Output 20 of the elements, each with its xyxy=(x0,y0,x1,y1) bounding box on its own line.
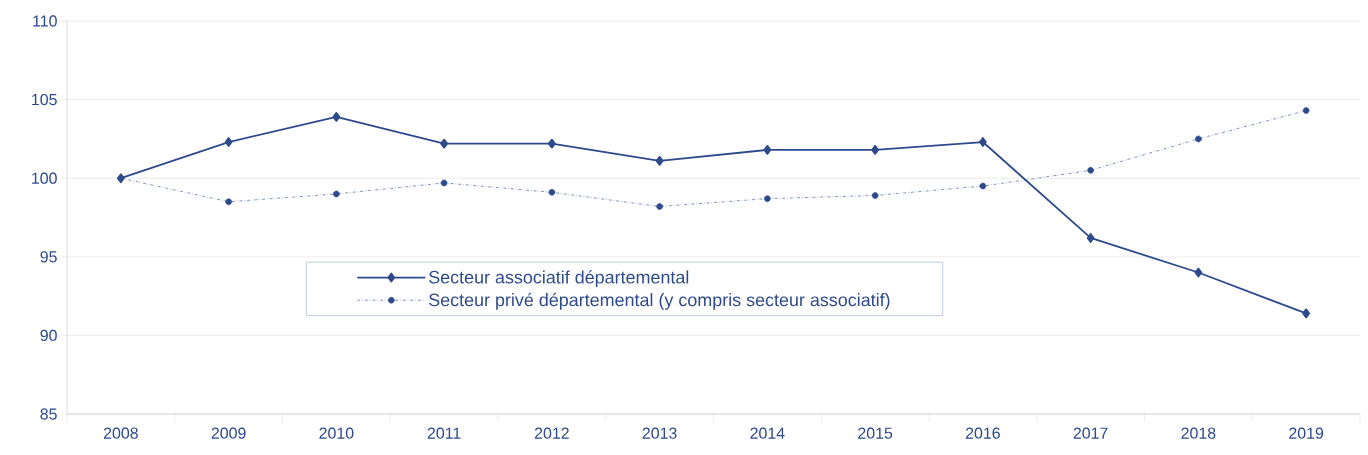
legend-label: Secteur privé départemental (y compris secteur associatif) xyxy=(429,292,890,310)
x-tick-label: 2012 xyxy=(534,427,569,439)
y-tick-label: 105 xyxy=(32,93,57,106)
x-tick-label: 2016 xyxy=(965,427,1000,439)
x-tick-label: 2018 xyxy=(1181,427,1216,439)
legend-label: Secteur associatif départemental xyxy=(429,270,689,288)
x-tick-label: 2019 xyxy=(1289,427,1324,439)
x-tick-label: 2017 xyxy=(1073,427,1108,439)
x-tick-label: 2008 xyxy=(103,427,138,439)
x-tick-label: 2009 xyxy=(211,427,246,439)
x-tick-label: 2010 xyxy=(319,427,354,439)
x-tick-label: 2015 xyxy=(858,427,893,439)
y-tick-label: 95 xyxy=(40,251,57,263)
x-tick-label: 2011 xyxy=(427,427,461,439)
y-tick-label: 85 xyxy=(40,408,57,420)
y-tick-label: 90 xyxy=(40,329,57,342)
x-tick-label: 2014 xyxy=(750,427,785,439)
y-tick-label: 110 xyxy=(33,15,57,27)
x-tick-label: 2013 xyxy=(642,427,677,439)
y-tick-label: 100 xyxy=(32,172,57,184)
